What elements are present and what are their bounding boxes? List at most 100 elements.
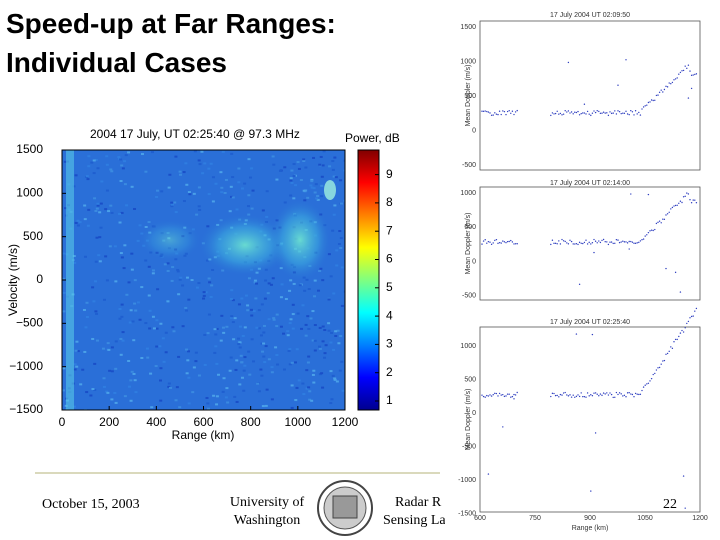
panel-y-tick-label: 0 bbox=[472, 410, 476, 417]
y-tick-label: −1000 bbox=[9, 359, 43, 373]
scatter-dot bbox=[503, 241, 506, 243]
noise-speck bbox=[136, 239, 140, 242]
noise-speck bbox=[270, 371, 274, 374]
noise-speck bbox=[159, 399, 163, 402]
scatter-dot bbox=[591, 333, 594, 336]
scatter-dot bbox=[686, 67, 688, 70]
panel-background bbox=[445, 173, 705, 304]
scatter-dot bbox=[556, 243, 558, 245]
noise-speck bbox=[318, 345, 322, 348]
scatter-dot bbox=[505, 113, 507, 116]
noise-speck bbox=[148, 327, 152, 330]
noise-speck bbox=[136, 301, 140, 304]
scatter-dot bbox=[596, 393, 598, 395]
noise-speck bbox=[215, 403, 219, 406]
noise-speck bbox=[75, 365, 79, 368]
noise-speck bbox=[197, 186, 201, 189]
noise-speck bbox=[236, 337, 240, 340]
noise-speck bbox=[295, 348, 299, 351]
noise-speck bbox=[201, 172, 205, 175]
noise-speck bbox=[92, 172, 96, 175]
noise-speck bbox=[102, 385, 106, 388]
noise-speck bbox=[339, 179, 343, 182]
scatter-dot bbox=[591, 241, 594, 244]
x-tick-label: 200 bbox=[99, 415, 119, 429]
noise-speck bbox=[203, 363, 207, 366]
noise-speck bbox=[120, 211, 124, 214]
scatter-dot bbox=[650, 377, 653, 380]
noise-speck bbox=[118, 212, 122, 215]
noise-speck bbox=[262, 324, 266, 327]
noise-speck bbox=[302, 189, 306, 192]
noise-speck bbox=[228, 369, 232, 372]
scatter-dot bbox=[658, 220, 661, 222]
noise-speck bbox=[98, 211, 102, 214]
scatter-dot bbox=[494, 112, 496, 114]
noise-speck bbox=[322, 150, 326, 153]
noise-speck bbox=[238, 341, 242, 344]
noise-speck bbox=[94, 280, 98, 283]
scatter-dot bbox=[550, 114, 552, 117]
noise-speck bbox=[128, 385, 132, 388]
scatter-dot bbox=[495, 113, 498, 115]
scatter-dot bbox=[654, 372, 656, 375]
scatter-dot bbox=[561, 394, 563, 396]
noise-speck bbox=[207, 167, 211, 170]
scatter-dot bbox=[670, 83, 672, 85]
noise-speck bbox=[203, 162, 207, 165]
noise-speck bbox=[119, 252, 123, 255]
scatter-dot bbox=[689, 199, 691, 201]
scatter-dot bbox=[574, 243, 576, 245]
scatter-dot bbox=[674, 78, 677, 80]
panel-y-tick-label: -1500 bbox=[458, 510, 476, 517]
noise-speck bbox=[265, 388, 269, 391]
noise-speck bbox=[185, 372, 189, 375]
scatter-dot bbox=[647, 193, 650, 196]
noise-speck bbox=[271, 277, 275, 280]
y-tick-label: 1500 bbox=[16, 142, 43, 156]
scatter-dot bbox=[654, 228, 656, 231]
noise-speck bbox=[240, 297, 244, 300]
scatter-dot bbox=[636, 393, 638, 395]
scatter-dot bbox=[606, 112, 608, 114]
noise-speck bbox=[73, 261, 77, 264]
noise-speck bbox=[151, 272, 155, 275]
scatter-dot bbox=[508, 240, 510, 243]
panel-frame bbox=[479, 326, 701, 513]
scatter-dot bbox=[490, 243, 493, 246]
noise-speck bbox=[76, 350, 80, 353]
noise-speck bbox=[132, 339, 136, 342]
noise-speck bbox=[327, 253, 331, 256]
noise-speck bbox=[74, 349, 78, 352]
noise-speck bbox=[220, 191, 224, 194]
scatter-dot bbox=[492, 242, 494, 244]
noise-speck bbox=[127, 359, 131, 362]
noise-speck bbox=[318, 326, 322, 329]
noise-speck bbox=[247, 213, 251, 216]
noise-speck bbox=[296, 161, 300, 164]
slide-title: Individual Cases bbox=[6, 47, 227, 78]
scatter-dot bbox=[633, 242, 635, 244]
noise-speck bbox=[184, 306, 188, 309]
panel-y-tick-label: -1000 bbox=[458, 477, 476, 484]
scatter-dot bbox=[606, 392, 608, 394]
scatter-dot bbox=[583, 241, 586, 244]
scatter-dot bbox=[678, 73, 680, 75]
scatter-dot bbox=[630, 240, 632, 243]
noise-speck bbox=[308, 390, 312, 393]
scatter-dot bbox=[500, 113, 502, 116]
noise-speck bbox=[340, 266, 344, 269]
scatter-dot bbox=[556, 394, 558, 397]
scatter-dot bbox=[649, 380, 651, 382]
scatter-dot bbox=[695, 73, 698, 75]
scatter-dot bbox=[679, 291, 682, 293]
noise-speck bbox=[192, 192, 196, 195]
noise-speck bbox=[90, 161, 94, 164]
scatter-dot bbox=[614, 110, 616, 112]
noise-speck bbox=[307, 386, 311, 389]
footer-lab: Sensing La bbox=[383, 513, 446, 528]
scatter-dot bbox=[628, 248, 630, 250]
scatter-dot bbox=[679, 200, 682, 202]
scatter-dot bbox=[498, 392, 501, 395]
noise-speck bbox=[339, 237, 343, 240]
